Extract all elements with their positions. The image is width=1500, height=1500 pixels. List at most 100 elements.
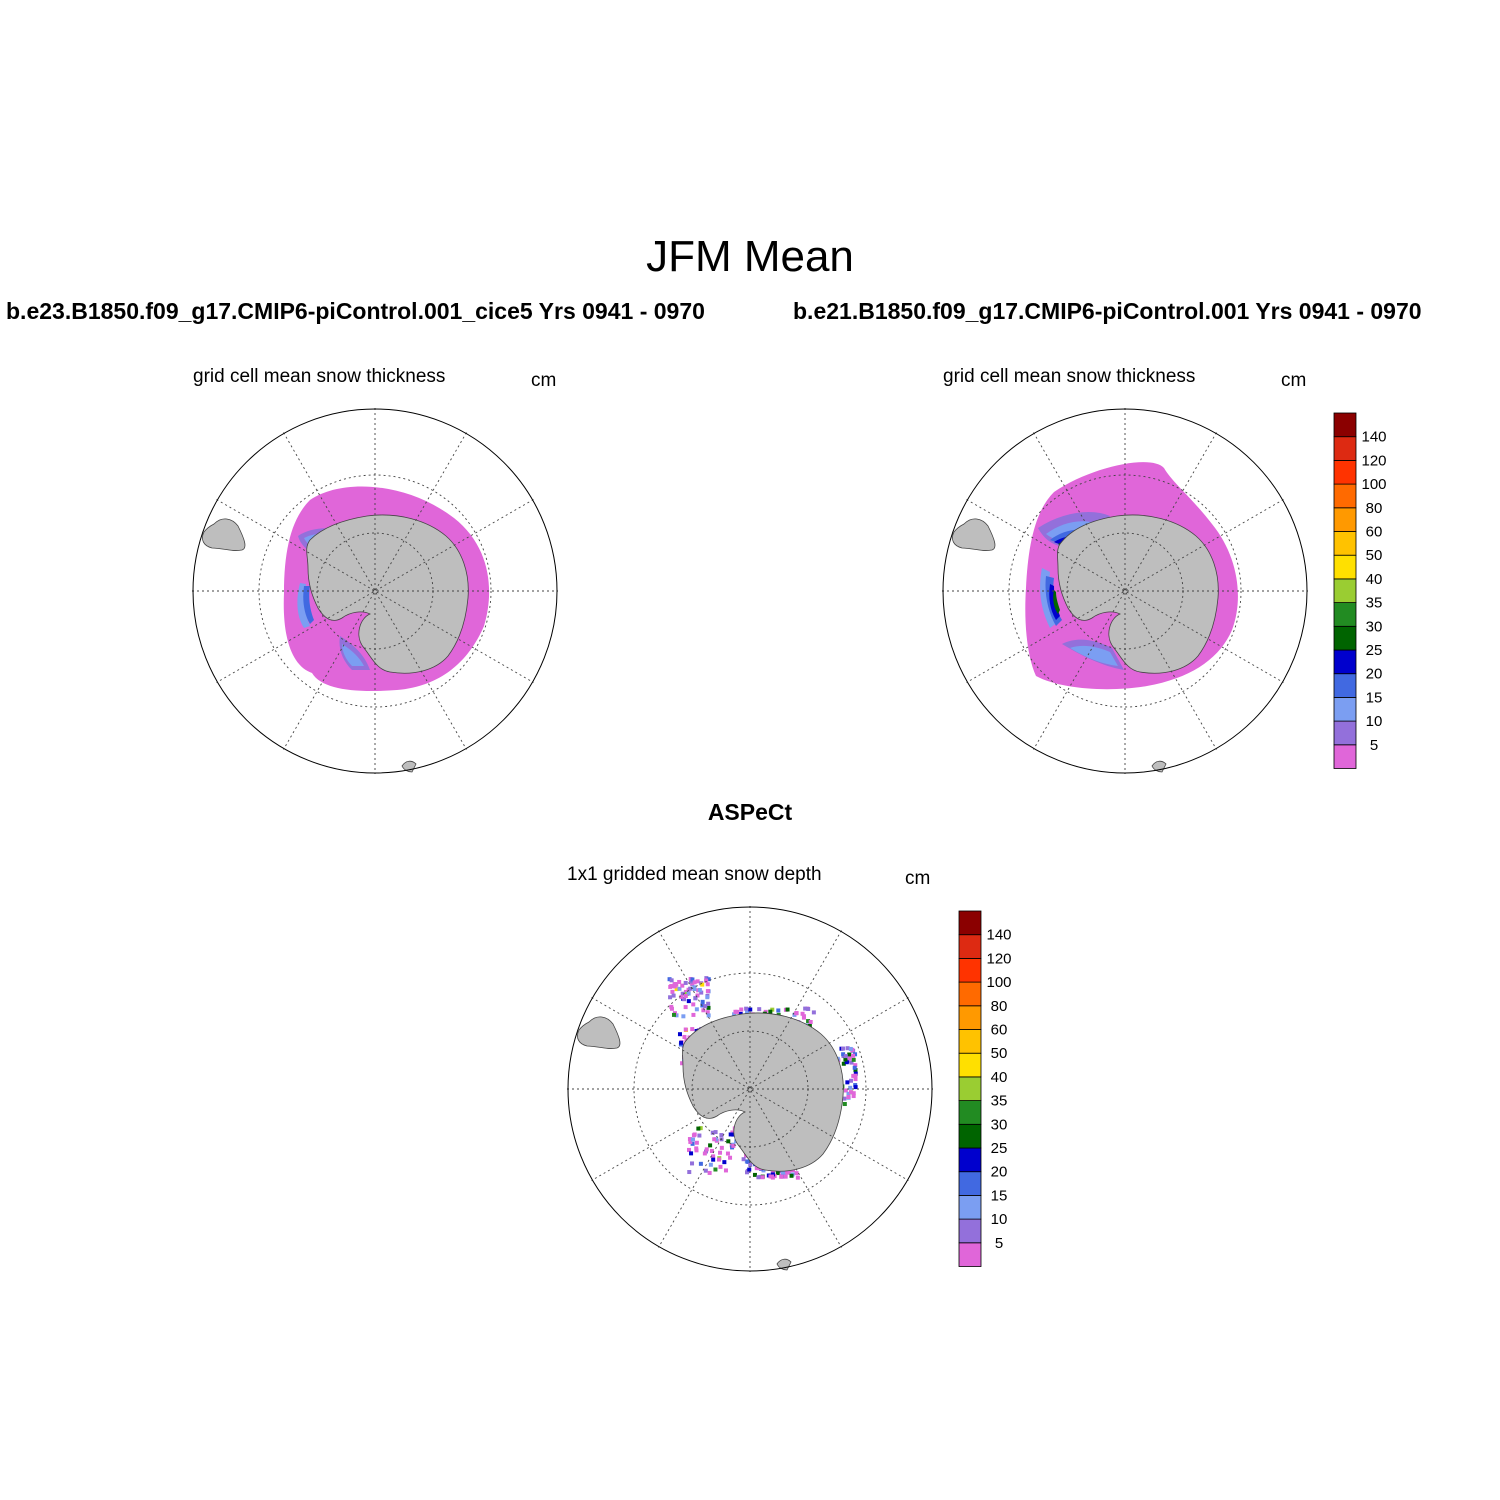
observation-cell [690,1141,695,1146]
observation-cell [845,1046,850,1051]
colorbar-box [958,1029,982,1054]
colorbar-box [958,1242,982,1267]
observation-cell [732,1012,737,1017]
observation-cell [745,1159,750,1164]
observation-cell [851,1053,856,1058]
colorbar-label: 50 [991,1045,1008,1062]
observation-cell [698,1126,703,1131]
observation-cell [694,1140,699,1145]
colorbar-label: 40 [991,1069,1008,1086]
observation-cell [706,1013,711,1018]
observation-cell [745,1009,750,1014]
observation-cell [680,991,685,996]
observation-cell [848,1085,853,1090]
observation-cell [683,980,688,985]
observation-cell [691,1012,696,1017]
observation-cell [667,977,672,982]
colorbar-box [1333,554,1357,580]
observation-cell [726,1139,731,1144]
observation-cell [683,1027,688,1032]
observation-cell [843,1088,848,1093]
colorbar-label: 50 [1366,547,1383,564]
colorbar-label: 5 [1370,737,1378,754]
colorbar-box [958,1100,982,1125]
observation-cell [686,999,691,1004]
observation-cell [694,1007,699,1012]
observation-cell [776,1008,781,1013]
observation-cell [695,993,700,998]
graticule [942,408,1308,774]
observation-cell [779,1174,784,1179]
observation-cell [808,1019,813,1024]
run-a-title: b.e23.B1850.f09_g17.CMIP6-piControl.001_… [6,298,705,324]
antarctica [306,514,469,674]
observation-cell [853,1083,858,1088]
observations-subtitle: 1x1 gridded mean snow depth [567,864,822,885]
observation-cell [722,1160,727,1165]
observation-cell [845,1080,850,1085]
observation-cell [706,1001,711,1006]
observation-cell [841,1061,846,1066]
observation-cell [709,1148,714,1153]
observation-cell [669,1004,674,1009]
observation-cell [690,1137,695,1142]
observation-cell [842,1102,847,1107]
observation-cell [691,1133,696,1138]
observation-cell [697,1133,702,1138]
observation-cell [683,1005,688,1010]
observation-cell [725,1151,730,1156]
observation-cell [780,1170,785,1175]
observation-cell [696,1126,701,1131]
observation-cell [770,1172,775,1177]
colorbar-label: 10 [1366,713,1383,730]
observation-cell [687,1147,692,1152]
colorbar-box [958,910,982,936]
colorbar-box [1333,673,1357,698]
observation-cell [756,1175,761,1180]
observation-cell [700,999,705,1004]
observation-cell [747,1167,752,1172]
colorbar-label: 140 [986,927,1011,944]
run-a-subtitle: grid cell mean snow thickness [193,366,446,387]
graticule [192,408,558,774]
colorbar-box [958,1147,982,1173]
observation-cell [711,1154,716,1159]
observation-cell [842,1096,847,1101]
observation-cell [703,1168,708,1173]
observations-title: ASPeCt [707,799,793,825]
observation-cell [783,1174,788,1179]
colorbar-box [958,981,982,1007]
observation-cell [847,1056,852,1061]
observation-cell [704,1147,709,1152]
observation-cell [713,1130,718,1135]
observation-cell [702,1151,707,1156]
colorbar-bottom: 5 10 15 20 25 30 35 40 50 60 80 100 120 140 [958,910,1012,1267]
observation-cell [677,986,682,991]
colorbar-label: 15 [1366,689,1383,706]
observation-cell [708,1162,713,1167]
colorbar-label: 40 [1366,571,1383,588]
observation-cell [682,1034,687,1039]
observation-cell [703,1004,708,1009]
observation-cell [704,978,709,983]
observation-cell [853,1073,858,1078]
main-title: JFM Mean [646,232,854,281]
observation-cell [748,1162,753,1167]
observation-cell [728,1132,733,1137]
observation-cell [849,1060,854,1065]
observation-cell [705,995,710,1000]
observation-cell [760,1175,765,1180]
observation-cell [846,1094,851,1099]
observation-cell [843,1057,848,1062]
observation-cell [682,997,687,1002]
observation-cell [841,1052,846,1057]
observation-cell [701,1008,706,1013]
colorbar-box [1333,744,1357,769]
observation-cell [718,1164,723,1169]
colorbar-box [958,1218,982,1244]
observation-cell [731,1132,736,1137]
observation-cell [683,989,688,994]
observation-cell [699,990,704,995]
run-b-units: cm [1281,370,1307,391]
observation-cell [761,1168,766,1173]
